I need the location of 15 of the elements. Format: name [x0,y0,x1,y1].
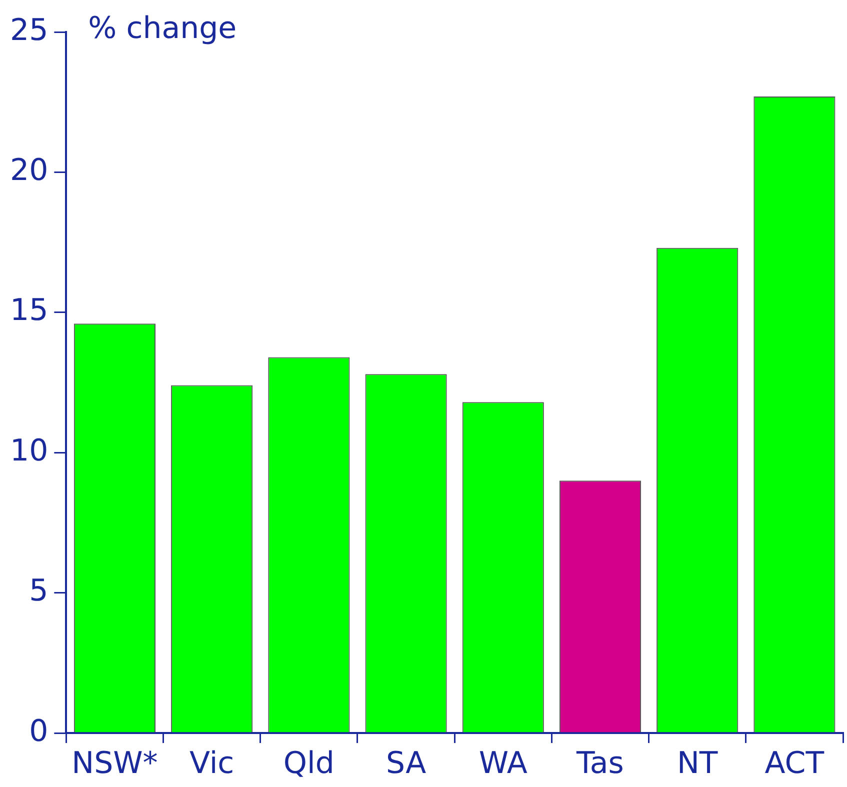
y-tick-label: 15 [10,293,48,328]
x-tick-label: NT [676,746,718,781]
x-tick-label: Tas [576,746,624,781]
y-tick-label: 10 [10,433,48,468]
x-tick-label: Qld [283,746,334,781]
y-tick-label: 0 [29,714,48,749]
y-tick-label: 5 [29,574,48,609]
x-tick-label: NSW* [72,746,158,781]
y-tick-label: 25 [10,12,48,48]
x-tick-label: Vic [189,746,234,781]
x-tick-label: SA [386,746,427,781]
y-tick-label: 20 [10,152,48,188]
y-axis-title: % change [88,10,237,46]
x-tick-label: ACT [764,746,825,781]
x-tick-label: WA [478,746,528,781]
